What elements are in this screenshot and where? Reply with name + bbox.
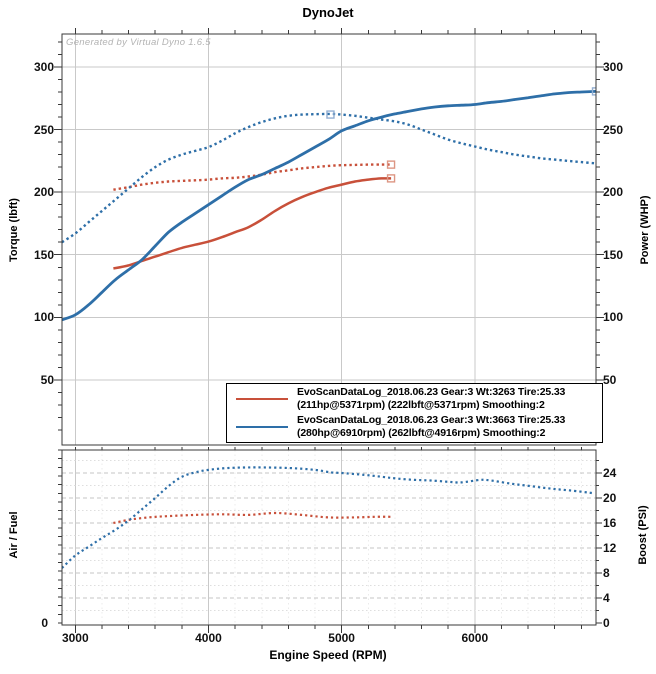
boost-tick-label: 12 (603, 541, 617, 555)
power-tick-label: 150 (603, 247, 624, 262)
run-2-power-whp--curve (62, 90, 596, 322)
torque-tick-label: 100 (33, 310, 54, 325)
power-tick-label: 250 (603, 122, 624, 137)
peak-marker (386, 160, 396, 169)
boost-tick-label: 4 (603, 591, 610, 605)
torque-tick-label: 50 (40, 372, 54, 387)
peak-markers (326, 87, 596, 183)
peak-marker (326, 110, 335, 119)
power-axis-label: Power (WHP) (639, 195, 651, 265)
top-chart-curves (62, 90, 596, 322)
peak-marker (386, 174, 396, 183)
torque-tick-label: 250 (33, 122, 54, 137)
legend-text-run2-line2: (280hp@6910rpm) (262lbft@4916rpm) Smooth… (297, 427, 546, 439)
x-axis-label: Engine Speed (RPM) (269, 648, 387, 662)
run-2-torque-lbft--curve (62, 112, 596, 244)
boost-tick-label: 20 (603, 491, 617, 505)
power-tick-label: 100 (603, 310, 624, 325)
legend-entry-run2: EvoScanDataLog_2018.06.23 Gear:3 Wt:3663… (227, 413, 602, 441)
power-tick-label: 300 (603, 59, 624, 74)
peak-marker (591, 87, 596, 96)
watermark: Generated by Virtual Dyno 1.6.5 (66, 37, 211, 48)
run-2-boost-psi--curve (62, 466, 593, 569)
torque-tick-label: 150 (33, 247, 54, 262)
torque-tick-label: 200 (33, 185, 54, 200)
torque-axis-label: Torque (lbft) (8, 198, 20, 262)
legend: EvoScanDataLog_2018.06.23 Gear:3 Wt:3263… (226, 383, 603, 443)
rpm-tick-label: 5000 (328, 631, 355, 645)
legend-swatch-run1 (227, 398, 297, 400)
legend-text-run2-line1: EvoScanDataLog_2018.06.23 Gear:3 Wt:3663… (297, 414, 566, 426)
legend-line-run1 (236, 398, 288, 400)
boost-tick-label: 24 (603, 466, 617, 480)
legend-line-run2 (236, 426, 288, 428)
bottom-chart-curves (62, 466, 593, 569)
run-1-boost-psi--curve (113, 511, 392, 525)
chart-title: DynoJet (302, 5, 354, 20)
top-chart-gridlines (62, 34, 596, 445)
boost-tick-label: 8 (603, 566, 610, 580)
bottom-chart-gridlines (62, 450, 596, 625)
rpm-tick-label: 4000 (195, 631, 222, 645)
legend-text-run1-line1: EvoScanDataLog_2018.06.23 Gear:3 Wt:3263… (297, 386, 566, 398)
power-tick-label: 50 (603, 372, 617, 387)
rpm-tick-label: 3000 (61, 631, 89, 645)
bottom-chart-axes (58, 447, 602, 633)
power-tick-label: 200 (603, 185, 624, 200)
run-1-power-whp--curve (113, 177, 392, 270)
legend-text-run1-line2: (211hp@5371rpm) (222lbft@5371rpm) Smooth… (297, 399, 545, 411)
legend-entry-run1: EvoScanDataLog_2018.06.23 Gear:3 Wt:3263… (227, 385, 602, 413)
boost-tick-label: 16 (603, 516, 617, 530)
airfuel-tick-label: 0 (41, 616, 48, 630)
torque-tick-label: 300 (33, 59, 54, 74)
rpm-tick-label: 6000 (461, 631, 489, 645)
airfuel-axis-label: Air / Fuel (8, 511, 20, 559)
boost-tick-label: 0 (603, 616, 610, 630)
legend-swatch-run2 (227, 426, 297, 428)
